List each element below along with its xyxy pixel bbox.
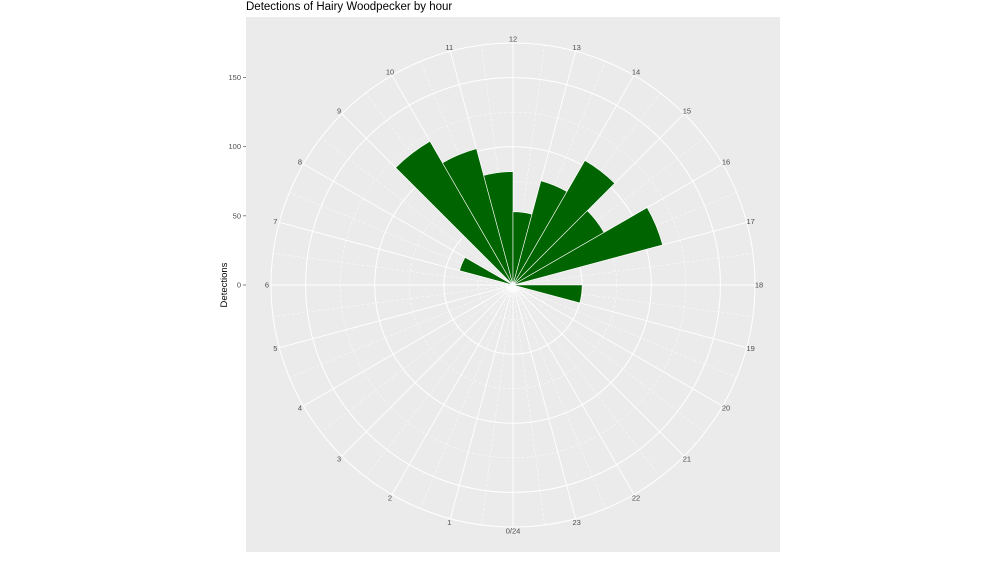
hour-tick-label: 16 xyxy=(722,158,730,167)
grid-spoke xyxy=(512,284,723,407)
bar-hour-16 xyxy=(512,207,663,286)
grid-spoke-minor xyxy=(420,284,514,509)
hour-tick-label: 4 xyxy=(298,404,302,413)
hour-tick-label: 12 xyxy=(509,35,517,44)
hour-labels: 0/24123456789101112131415161718192021222… xyxy=(265,35,763,536)
grid-spoke-minor xyxy=(289,284,514,378)
grid-spoke-minor xyxy=(365,284,514,478)
grid-spoke-minor xyxy=(273,253,514,286)
hour-tick-label: 14 xyxy=(632,67,640,76)
bar-hour-14 xyxy=(512,160,616,286)
hour-tick-label: 13 xyxy=(572,43,580,52)
grid-spoke-minor xyxy=(320,137,514,286)
grid-spoke-minor xyxy=(273,284,514,317)
grid-spoke xyxy=(512,284,635,495)
grid-spoke xyxy=(512,284,685,457)
hour-tick-label: 22 xyxy=(632,494,640,503)
bar-hour-7 xyxy=(459,256,514,286)
y-tick-label: 150 xyxy=(228,73,241,82)
grid-spoke-minor xyxy=(320,284,514,433)
y-tick-label: 0 xyxy=(237,281,241,290)
grid-spoke xyxy=(279,284,514,349)
hour-tick-label: 11 xyxy=(445,43,453,52)
grid-spoke xyxy=(391,284,514,495)
grid-spoke-minor xyxy=(481,284,514,525)
bar-hour-18 xyxy=(512,284,583,304)
grid-spoke-minor xyxy=(512,284,545,525)
grid-spoke xyxy=(341,284,514,457)
grid-spoke xyxy=(512,284,577,519)
hour-tick-label: 21 xyxy=(683,454,691,463)
hour-tick-label: 1 xyxy=(447,518,451,527)
grid-spoke xyxy=(449,284,514,519)
hour-tick-label: 5 xyxy=(273,344,277,353)
bar-hour-11 xyxy=(483,171,514,286)
hour-tick-label: 15 xyxy=(683,107,691,116)
hour-tick-label: 10 xyxy=(386,67,394,76)
hour-tick-label: 6 xyxy=(265,281,269,290)
hour-tick-label: 19 xyxy=(746,344,754,353)
grid-spoke-minor xyxy=(512,253,753,286)
y-tick-label: 100 xyxy=(228,142,241,151)
hour-tick-label: 0/24 xyxy=(506,527,521,536)
grid-spoke-minor xyxy=(512,284,606,509)
hour-tick-label: 2 xyxy=(388,494,392,503)
hour-tick-label: 8 xyxy=(298,158,302,167)
grid-spoke xyxy=(303,284,514,407)
hour-tick-label: 9 xyxy=(337,107,341,116)
y-axis-label: Detections xyxy=(219,262,230,307)
hour-tick-label: 23 xyxy=(572,518,580,527)
chart-title: Detections of Hairy Woodpecker by hour xyxy=(246,1,453,13)
y-tick-label: 50 xyxy=(233,211,241,220)
grid-spoke-minor xyxy=(512,284,737,378)
bar-hour-10 xyxy=(442,148,514,286)
hour-tick-label: 20 xyxy=(722,404,730,413)
y-axis: 0 50 100 150 xyxy=(228,73,246,290)
hour-tick-label: 18 xyxy=(755,281,763,290)
hour-tick-label: 7 xyxy=(273,217,277,226)
hour-tick-label: 3 xyxy=(337,454,341,463)
bars-layer xyxy=(395,140,663,304)
grid-spoke-minor xyxy=(512,284,661,478)
grid-spoke-minor xyxy=(512,284,706,433)
hour-tick-label: 17 xyxy=(746,217,754,226)
bar-hour-9 xyxy=(395,140,514,286)
